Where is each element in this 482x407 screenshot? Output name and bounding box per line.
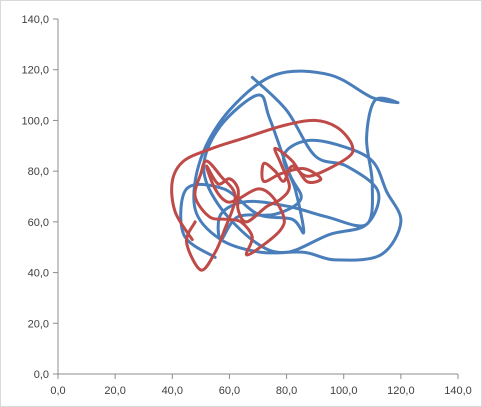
axes: 0,0 20,0 40,0 60,0 80,0 100,0 120,0 140,0 0,0 20,… (21, 14, 471, 397)
x-tick-label: 20,0 (104, 385, 125, 397)
x-tick-label: 100,0 (330, 385, 358, 397)
y-tick-label: 140,0 (21, 14, 49, 26)
x-tick-label: 80,0 (276, 385, 297, 397)
x-tick-label: 140,0 (444, 385, 472, 397)
y-tick-label: 80,0 (28, 166, 49, 178)
series-line-1 (179, 69, 403, 262)
x-tick-label: 120,0 (387, 385, 415, 397)
x-tick-label: 60,0 (219, 385, 240, 397)
y-tick-label: 0,0 (34, 369, 49, 381)
y-tick-label: 100,0 (21, 115, 49, 127)
y-tick-label: 120,0 (21, 65, 49, 77)
y-tick-label: 20,0 (28, 318, 49, 330)
x-tick-label: 0,0 (50, 385, 65, 397)
y-tick-label: 60,0 (28, 217, 49, 229)
x-tick-label: 40,0 (162, 385, 183, 397)
y-tick-label: 40,0 (28, 268, 49, 280)
series-lines (170, 69, 403, 272)
series-line-2 (170, 118, 355, 272)
